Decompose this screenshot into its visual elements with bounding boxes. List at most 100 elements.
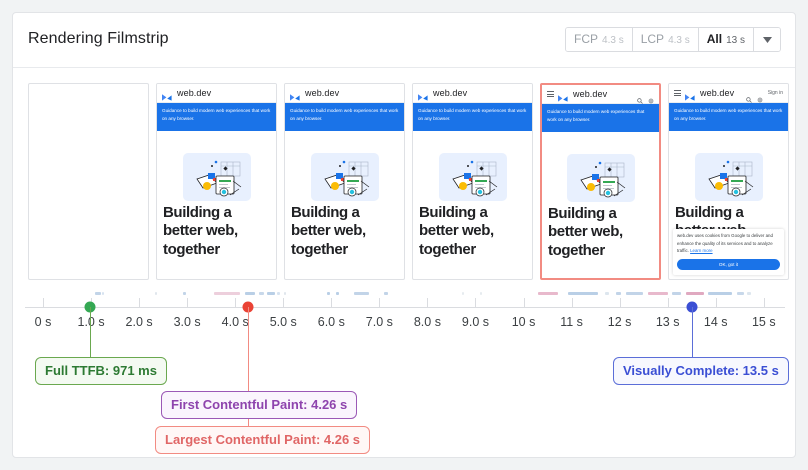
frame-topbar: web.dev Sign in: [669, 84, 788, 103]
frame-topbar-icons: Sign in: [745, 90, 783, 103]
metric-filter-group: FCP 4.3 s LCP 4.3 s All 13 s: [565, 27, 781, 52]
axis-tick: [235, 298, 237, 307]
network-request-bar: [537, 292, 559, 295]
axis-tick-label: 2.0 s: [125, 315, 153, 329]
axis-tick-label: 6.0 s: [317, 315, 345, 329]
webdev-logo-icon: [162, 89, 173, 101]
axis-tick: [667, 298, 669, 307]
frame-brand: web.dev: [177, 88, 212, 98]
webdev-logo-icon: [558, 90, 569, 102]
network-request-bar: [336, 292, 340, 295]
timeline-annotation-fcp[interactable]: First Contentful Paint: 4.26 s: [161, 391, 358, 419]
cookie-learn-more-link[interactable]: Learn more: [690, 248, 713, 254]
timeline-annotation-lcp[interactable]: Largest Contentful Paint: 4.26 s: [155, 426, 371, 454]
frame-brand: web.dev: [573, 89, 608, 99]
frame-banner: Guidance to build modern web experiences…: [285, 103, 404, 131]
axis-tick-label: 15 s: [751, 315, 776, 329]
filmstrip-frame[interactable]: web.dev Sign in Guidance to build modern w…: [668, 83, 789, 280]
hamburger-icon[interactable]: [674, 90, 681, 96]
timeline-marker-stem: [691, 307, 693, 357]
filter-all-value: 13 s: [726, 35, 745, 46]
hero-illustration-icon: [438, 153, 507, 201]
frame-headline: Building a better web, together: [163, 204, 238, 258]
axis-tick: [523, 298, 525, 307]
frame-topbar: web.dev: [285, 84, 404, 103]
axis-tick: [475, 298, 477, 307]
filmstrip-frame[interactable]: web.dev Guidance to build modern web expe…: [284, 83, 405, 280]
frame-topbar: web.dev: [413, 84, 532, 103]
axis-tick-label: 12 s: [607, 315, 632, 329]
rendering-filmstrip-card: Rendering Filmstrip FCP 4.3 s LCP 4.3 s …: [12, 12, 796, 458]
filter-fcp-label: FCP: [574, 32, 599, 46]
network-request-bar: [266, 292, 275, 295]
frame-topbar-icons: [637, 91, 654, 104]
timeline: 0 s 1.0 s 2.0 s 3.0 s 4.0 s 5.0 s 6.0 s 7.0 s 8.…: [13, 285, 795, 457]
network-request-bar: [244, 292, 256, 295]
frame-brand: web.dev: [700, 88, 735, 98]
network-waterfall: [43, 288, 783, 299]
filter-fcp-value: 4.3 s: [602, 35, 624, 46]
filmstrip-frame[interactable]: web.dev Guidance to build modern web expe…: [412, 83, 533, 280]
axis-tick-label: 1.0 s: [77, 315, 105, 329]
network-request-bar: [384, 292, 388, 295]
webdev-logo-icon: [418, 89, 429, 101]
network-request-bar: [183, 292, 186, 295]
network-request-bar: [94, 292, 101, 295]
cookie-banner-text: web.dev uses cookies from Google to deli…: [677, 232, 773, 254]
filmstrip-frame[interactable]: web.dev Guidance to build modern web expe…: [156, 83, 277, 280]
axis-tick: [715, 298, 717, 307]
hero-illustration-icon: [182, 153, 251, 201]
network-request-bar: [615, 292, 621, 295]
axis-tick-label: 11 s: [560, 315, 583, 329]
axis-line: [25, 307, 785, 308]
network-request-bar: [462, 292, 464, 295]
axis-tick: [43, 298, 44, 307]
search-icon[interactable]: [637, 91, 643, 104]
frame-topbar: web.dev: [157, 84, 276, 103]
axis-tick-label: 13 s: [655, 315, 680, 329]
axis-tick-label: 3.0 s: [173, 315, 201, 329]
filter-all-label: All: [706, 32, 723, 46]
hero-illustration-icon: [310, 153, 379, 201]
timeline-annotation-ttfb[interactable]: Full TTFB: 971 ms: [35, 357, 167, 385]
axis-tick-label: 14 s: [703, 315, 728, 329]
frame-brand: web.dev: [305, 88, 340, 98]
axis-tick: [187, 298, 189, 307]
hamburger-icon[interactable]: [547, 91, 554, 97]
frame-banner: Guidance to build modern web experiences…: [413, 103, 532, 131]
cookie-accept-button[interactable]: OK, got it: [677, 259, 780, 270]
search-icon[interactable]: [745, 90, 752, 103]
axis-tick: [331, 298, 333, 307]
axis-tick: [139, 298, 141, 307]
filter-all[interactable]: All 13 s: [698, 28, 754, 51]
axis-tick-label: 4.0 s: [221, 315, 249, 329]
network-request-bar: [277, 292, 281, 295]
hero-illustration-icon: [694, 153, 763, 201]
filmstrip-frame[interactable]: web.dev Guidance to build modern web expe…: [540, 83, 661, 280]
chevron-down-icon[interactable]: [754, 28, 780, 51]
frame-banner: Guidance to build modern web experiences…: [157, 103, 276, 131]
timeline-annotation-vc[interactable]: Visually Complete: 13.5 s: [613, 357, 789, 385]
filter-fcp[interactable]: FCP 4.3 s: [566, 28, 633, 51]
filmstrip-frame[interactable]: [28, 83, 149, 280]
sign-in-link[interactable]: Sign in: [767, 90, 783, 96]
network-request-bar: [685, 292, 705, 295]
axis-tick: [571, 298, 573, 307]
frame-headline: Building a better web, together: [419, 204, 494, 258]
theme-toggle-icon[interactable]: [648, 91, 654, 104]
network-request-bar: [672, 292, 682, 295]
filter-lcp[interactable]: LCP 4.3 s: [632, 28, 699, 51]
timeline-marker-stem: [247, 307, 249, 426]
network-request-bar: [747, 292, 752, 295]
theme-toggle-icon[interactable]: [756, 90, 763, 103]
network-request-bar: [326, 292, 330, 295]
network-request-bar: [708, 292, 733, 295]
webdev-logo-icon: [290, 89, 301, 101]
network-request-bar: [480, 292, 483, 295]
network-request-bar: [259, 292, 265, 295]
frame-banner: Guidance to build modern web experiences…: [542, 104, 659, 132]
webdev-logo-icon: [685, 89, 696, 101]
page-title: Rendering Filmstrip: [28, 30, 169, 47]
network-request-bar: [605, 292, 610, 295]
network-request-bar: [214, 292, 241, 295]
